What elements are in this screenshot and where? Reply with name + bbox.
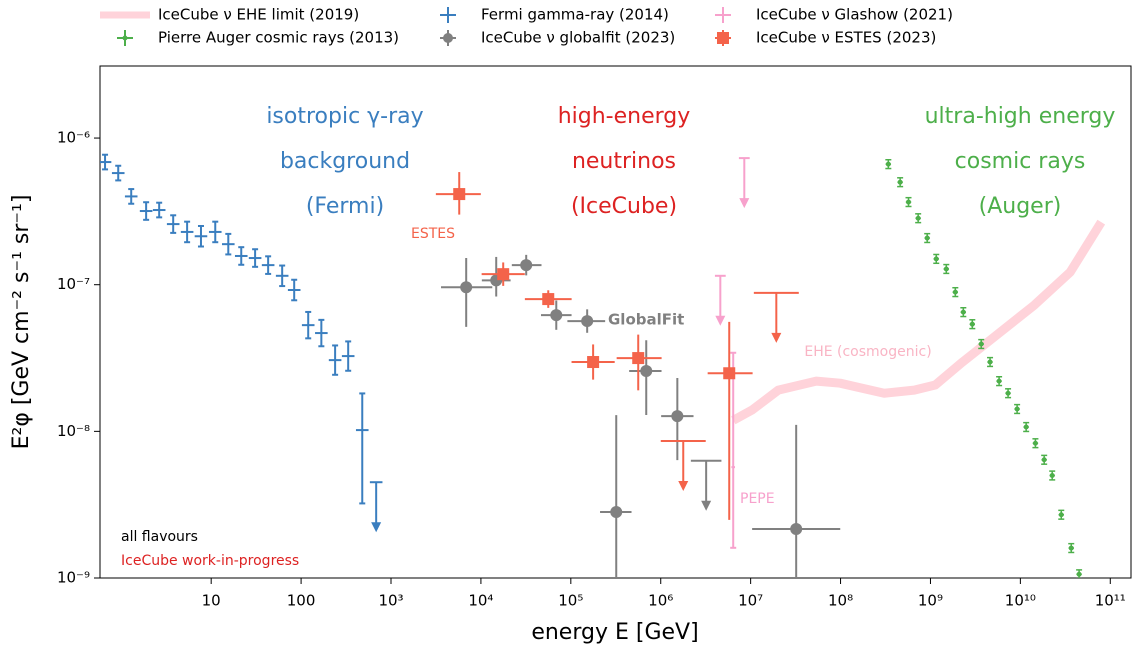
x-axis-label: energy E [GeV]	[531, 620, 698, 645]
data-point	[550, 309, 563, 322]
data-point	[1076, 571, 1082, 577]
data-point	[996, 378, 1002, 384]
y-tick-label: 10⁻⁹	[57, 569, 90, 587]
x-tick-label: 10¹⁰	[1005, 592, 1036, 610]
data-point	[1068, 545, 1074, 551]
data-point	[978, 341, 984, 347]
annotation: (Fermi)	[306, 194, 384, 219]
annotation: PEPE	[740, 491, 775, 507]
legend-entry: IceCube ν Glashow (2021)	[715, 6, 953, 24]
x-tick-label: 10⁶	[648, 592, 673, 610]
annotation: (Auger)	[979, 194, 1062, 219]
x-tick-label: 10¹¹	[1095, 592, 1126, 610]
limit-arrow-head	[371, 522, 382, 533]
upper-limit	[660, 439, 706, 491]
data-point	[453, 188, 466, 201]
data-point	[460, 281, 473, 294]
legend-label: IceCube ν ESTES (2023)	[756, 29, 936, 47]
data-point	[969, 321, 975, 327]
data-point	[581, 315, 594, 328]
data-point	[497, 268, 510, 281]
legend-entry: Pierre Auger cosmic rays (2013)	[117, 29, 399, 47]
limit-arrow-head	[715, 315, 726, 326]
data-point	[987, 359, 993, 365]
data-point	[1023, 424, 1029, 430]
data-point	[897, 179, 903, 185]
x-tick-label: 10³	[378, 592, 403, 610]
data-point	[1005, 390, 1011, 396]
limit-line	[731, 219, 1106, 425]
data-point	[933, 256, 939, 262]
annotation: GlobalFit	[608, 311, 684, 329]
legend-entry: Fermi gamma-ray (2014)	[440, 6, 669, 24]
data-point	[587, 356, 600, 369]
data-point	[1049, 472, 1055, 478]
legend-label: IceCube ν globalfit (2023)	[481, 29, 675, 47]
data-point	[1014, 406, 1020, 412]
limit-arrow-head	[701, 500, 712, 511]
annotation: neutrinos	[572, 149, 676, 174]
data-point	[952, 289, 958, 295]
limit-arrow-head	[739, 198, 750, 209]
plot-area	[100, 153, 1106, 578]
legend-marker	[122, 35, 128, 41]
y-tick-label: 10⁻⁶	[57, 129, 90, 147]
data-point	[640, 364, 653, 377]
data-point	[632, 352, 645, 365]
annotation: EHE (cosmogenic)	[804, 344, 931, 360]
legend-label: Fermi gamma-ray (2014)	[481, 6, 669, 24]
data-point	[906, 199, 912, 205]
limit-arrow-head	[678, 480, 689, 491]
annotation: ESTES	[411, 226, 455, 242]
data-point	[943, 266, 949, 272]
annotation: (IceCube)	[571, 194, 677, 219]
upper-limit	[369, 481, 383, 533]
data-point	[610, 505, 623, 518]
x-tick-label: 10⁵	[558, 592, 583, 610]
y-tick-label: 10⁻⁷	[57, 275, 90, 293]
upper-limit	[738, 157, 750, 209]
data-point	[723, 367, 736, 380]
x-tick-label: 10⁷	[738, 592, 763, 610]
data-point	[520, 259, 533, 272]
data-point	[790, 522, 803, 535]
upper-limit	[690, 459, 722, 511]
annotation: high-energy	[558, 104, 691, 129]
data-point	[885, 161, 891, 167]
legend-entry: IceCube ν ESTES (2023)	[715, 29, 936, 47]
legend-label: IceCube ν Glashow (2021)	[756, 6, 953, 24]
annotation: cosmic rays	[955, 149, 1086, 174]
annotation: IceCube work-in-progress	[121, 553, 299, 569]
x-tick-label: 10	[202, 592, 221, 610]
upper-limit	[714, 274, 726, 326]
data-point	[915, 215, 921, 221]
data-point	[924, 235, 930, 241]
x-tick-label: 100	[287, 592, 316, 610]
legend-entry: IceCube ν EHE limit (2019)	[100, 6, 359, 24]
legend-label: Pierre Auger cosmic rays (2013)	[158, 29, 399, 47]
annotation: all flavours	[121, 529, 198, 545]
data-point	[671, 410, 684, 423]
y-axis-label: E²φ [GeV cm⁻² s⁻¹ sr⁻¹]	[9, 195, 34, 450]
annotation: ultra-high energy	[925, 104, 1116, 129]
limit-arrow-head	[771, 332, 782, 343]
annotation: isotropic γ-ray	[266, 104, 423, 129]
legend-label: IceCube ν EHE limit (2019)	[158, 6, 359, 24]
legend-marker	[443, 33, 453, 43]
x-tick-label: 10⁸	[828, 592, 853, 610]
data-point	[1041, 457, 1047, 463]
upper-limit	[753, 291, 799, 343]
legend-marker	[717, 32, 729, 44]
x-tick-label: 10⁴	[468, 592, 493, 610]
data-point	[542, 293, 555, 306]
x-tick-label: 10⁹	[918, 592, 943, 610]
y-tick-label: 10⁻⁸	[57, 422, 90, 440]
data-point	[1032, 440, 1038, 446]
data-point	[1058, 512, 1064, 518]
legend-entry: IceCube ν globalfit (2023)	[440, 29, 675, 47]
annotation: background	[280, 149, 410, 174]
data-point	[960, 309, 966, 315]
